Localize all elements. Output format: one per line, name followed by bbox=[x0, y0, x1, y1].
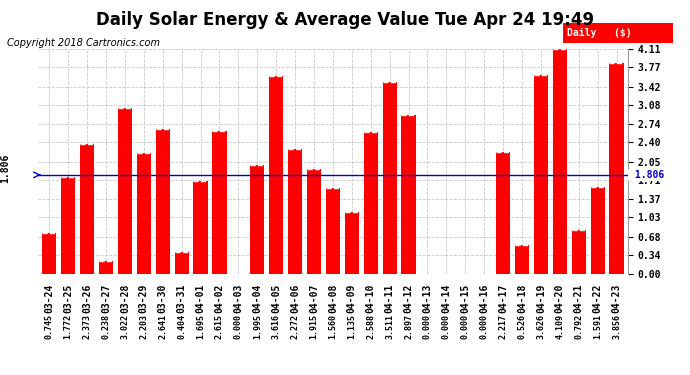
Text: Copyright 2018 Cartronics.com: Copyright 2018 Cartronics.com bbox=[7, 38, 160, 48]
Text: 0.000: 0.000 bbox=[234, 314, 243, 339]
Text: 0.404: 0.404 bbox=[177, 314, 186, 339]
Text: 3.616: 3.616 bbox=[272, 314, 281, 339]
Bar bbox=[515, 245, 529, 274]
Bar bbox=[307, 169, 321, 274]
Text: 2.615: 2.615 bbox=[215, 314, 224, 339]
Text: 1.995: 1.995 bbox=[253, 314, 262, 339]
Text: 2.897: 2.897 bbox=[404, 314, 413, 339]
Text: 2.373: 2.373 bbox=[83, 314, 92, 339]
Bar bbox=[42, 233, 57, 274]
Text: 1.806: 1.806 bbox=[629, 170, 664, 180]
Text: 0.000: 0.000 bbox=[442, 314, 451, 339]
Bar bbox=[269, 76, 284, 274]
Text: 2.217: 2.217 bbox=[499, 314, 508, 339]
Text: Daily   ($): Daily ($) bbox=[567, 28, 632, 38]
Text: 1.560: 1.560 bbox=[328, 314, 337, 339]
Bar bbox=[345, 211, 359, 274]
Bar bbox=[156, 129, 170, 274]
Text: 2.641: 2.641 bbox=[158, 314, 167, 339]
Bar bbox=[118, 108, 132, 274]
Bar bbox=[553, 49, 567, 274]
Text: 1.695: 1.695 bbox=[196, 314, 205, 339]
Bar bbox=[250, 165, 264, 274]
Bar bbox=[99, 261, 113, 274]
Bar bbox=[496, 152, 510, 274]
Text: 1.591: 1.591 bbox=[593, 314, 602, 339]
Bar bbox=[213, 130, 226, 274]
Bar bbox=[137, 153, 151, 274]
Text: 0.792: 0.792 bbox=[574, 314, 583, 339]
Text: 4.109: 4.109 bbox=[555, 314, 564, 339]
Text: 1.915: 1.915 bbox=[310, 314, 319, 339]
Text: 1.135: 1.135 bbox=[347, 314, 356, 339]
Bar bbox=[61, 177, 75, 274]
Bar bbox=[382, 81, 397, 274]
Text: 0.745: 0.745 bbox=[45, 314, 54, 339]
Text: 3.022: 3.022 bbox=[121, 314, 130, 339]
Text: 0.526: 0.526 bbox=[518, 314, 526, 339]
Text: 3.626: 3.626 bbox=[536, 314, 545, 339]
Bar bbox=[591, 187, 604, 274]
Bar bbox=[175, 252, 189, 274]
Bar bbox=[571, 230, 586, 274]
Bar bbox=[326, 188, 340, 274]
Bar bbox=[402, 115, 415, 274]
Bar bbox=[562, 22, 673, 43]
Text: 2.203: 2.203 bbox=[139, 314, 148, 339]
Bar bbox=[609, 63, 624, 274]
Bar bbox=[193, 181, 208, 274]
Bar bbox=[534, 75, 548, 274]
Text: 1.772: 1.772 bbox=[63, 314, 72, 339]
Text: 3.511: 3.511 bbox=[385, 314, 394, 339]
Text: Daily Solar Energy & Average Value Tue Apr 24 19:49: Daily Solar Energy & Average Value Tue A… bbox=[96, 11, 594, 29]
Text: 1.806: 1.806 bbox=[1, 154, 10, 183]
Text: 0.238: 0.238 bbox=[101, 314, 110, 339]
Bar bbox=[80, 144, 95, 274]
Bar bbox=[364, 132, 378, 274]
Text: 3.856: 3.856 bbox=[612, 314, 621, 339]
Text: 2.588: 2.588 bbox=[366, 314, 375, 339]
Text: 0.000: 0.000 bbox=[480, 314, 489, 339]
Text: Average  ($): Average ($) bbox=[431, 28, 501, 38]
Bar bbox=[288, 149, 302, 274]
Text: 0.000: 0.000 bbox=[461, 314, 470, 339]
Text: 2.272: 2.272 bbox=[290, 314, 299, 339]
Text: 0.000: 0.000 bbox=[423, 314, 432, 339]
